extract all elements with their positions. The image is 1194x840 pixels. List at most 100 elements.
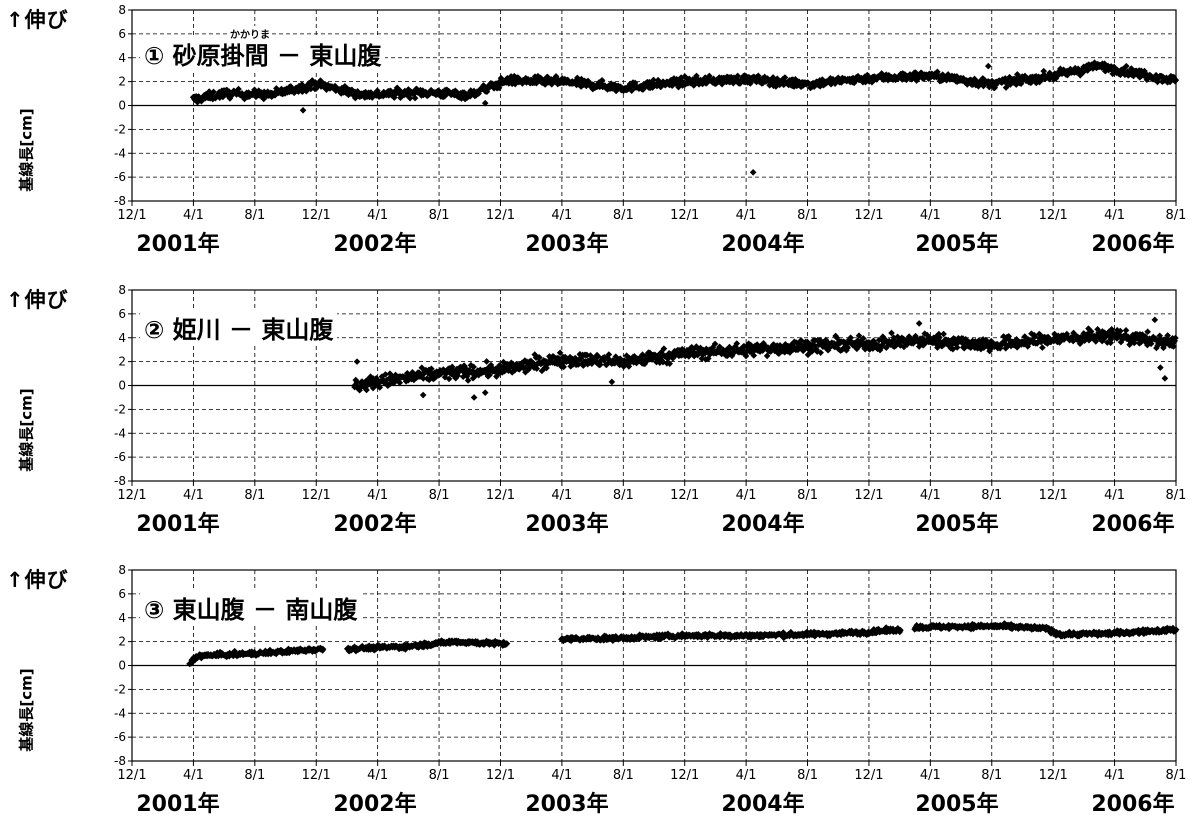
y-tick-label: 0 <box>118 659 126 673</box>
chart-title: ② 姫川 － 東山腹 <box>140 310 338 345</box>
title-ruby: かかりま <box>230 26 270 41</box>
data-point <box>811 632 819 640</box>
x-tick-label: 12/1 <box>854 768 883 783</box>
data-point <box>569 361 577 368</box>
data-point <box>459 367 466 375</box>
y-axis-title-text: 基線長[cm] <box>17 668 36 752</box>
data-point <box>372 646 379 653</box>
data-point <box>497 74 505 82</box>
data-point <box>452 374 460 382</box>
data-point <box>575 78 583 86</box>
y-tick-label: 0 <box>118 379 126 393</box>
data-point <box>888 329 895 337</box>
y-tick-label: 6 <box>118 307 126 321</box>
x-tick-label: 4/1 <box>183 768 204 783</box>
x-tick-label: 4/1 <box>1104 208 1125 223</box>
data-point <box>789 342 796 349</box>
data-point <box>425 366 433 374</box>
x-tick-label: 12/1 <box>1039 488 1068 503</box>
data-point <box>464 377 472 384</box>
chart-title: ③ 東山腹 － 南山腹 <box>140 590 362 625</box>
data-point <box>764 344 772 351</box>
data-point <box>1172 626 1180 633</box>
x-tick-label: 8/1 <box>1166 768 1187 783</box>
data-point <box>800 343 807 350</box>
data-point <box>953 344 961 351</box>
data-point <box>481 389 489 396</box>
data-point <box>428 365 435 373</box>
data-point <box>746 80 754 87</box>
x-tick-label: 8/1 <box>429 768 450 783</box>
y-tick-label: -2 <box>114 122 126 136</box>
y-tick-label: 4 <box>118 331 126 345</box>
data-point <box>771 77 779 85</box>
data-point <box>514 74 522 82</box>
data-point <box>223 86 231 94</box>
data-point <box>397 94 404 102</box>
data-point <box>1056 629 1064 637</box>
data-point <box>858 338 865 345</box>
data-point <box>511 367 518 374</box>
y-tick-label: 2 <box>118 635 126 649</box>
data-point <box>1008 625 1016 633</box>
data-point <box>754 72 762 80</box>
data-point <box>1161 375 1169 382</box>
x-tick-label: 4/1 <box>551 208 572 223</box>
x-tick-label: 8/1 <box>244 208 265 223</box>
data-point <box>470 394 478 401</box>
data-point <box>583 82 590 90</box>
x-tick-label: 8/1 <box>797 768 818 783</box>
data-point <box>628 87 635 94</box>
data-point <box>960 344 968 352</box>
y-tick-label: 2 <box>118 75 126 89</box>
y-tick-label: 4 <box>118 51 126 65</box>
x-tick-label: 8/1 <box>981 768 1002 783</box>
data-point <box>660 345 668 352</box>
data-point <box>646 349 654 357</box>
data-point <box>225 88 233 95</box>
data-point <box>235 85 242 93</box>
x-tick-label: 4/1 <box>367 768 388 783</box>
x-year-label: 2001年 <box>136 231 219 257</box>
data-point <box>604 355 612 363</box>
data-point <box>757 77 765 85</box>
x-year-label: 2005年 <box>915 791 998 817</box>
data-point <box>351 643 358 651</box>
y-axis-title-text: 基線長[cm] <box>17 388 36 472</box>
x-year-label: 2003年 <box>525 231 608 257</box>
data-point <box>210 88 217 96</box>
data-point <box>931 336 939 344</box>
data-point <box>1014 71 1021 78</box>
chart-panel-2: 12/1 4/1 8/1 12/1 4/1 8/1 12/1 4/1 8/1 12/1 4/1 8/1… <box>0 280 1194 560</box>
x-year-label: 2005年 <box>915 231 998 257</box>
data-point <box>486 371 493 379</box>
x-tick-label: 4/1 <box>551 488 572 503</box>
data-point <box>980 344 988 352</box>
data-point <box>266 646 274 654</box>
data-point <box>1164 332 1171 339</box>
x-year-label: 2001年 <box>136 511 219 537</box>
y-tick-label: -2 <box>114 402 126 416</box>
x-year-label: 2001年 <box>136 791 219 817</box>
data-point <box>299 106 307 114</box>
data-point <box>811 342 818 349</box>
x-year-label: 2006年 <box>1091 231 1174 257</box>
data-point <box>903 341 911 348</box>
data-point <box>353 358 361 365</box>
y-tick-label: 6 <box>118 587 126 601</box>
x-year-label: 2005年 <box>915 511 998 537</box>
x-tick-label: 4/1 <box>1104 768 1125 783</box>
data-point <box>1172 76 1180 84</box>
data-point <box>432 373 439 381</box>
data-point <box>730 79 737 87</box>
x-tick-label: 12/1 <box>854 488 883 503</box>
data-point <box>694 351 701 359</box>
data-point <box>530 359 537 367</box>
data-point <box>435 87 443 95</box>
data-point <box>580 362 587 369</box>
data-point <box>921 330 929 337</box>
x-tick-label: 4/1 <box>183 208 204 223</box>
data-point <box>716 343 723 351</box>
y-tick-label: 2 <box>118 355 126 369</box>
x-tick-label: 8/1 <box>981 488 1002 503</box>
